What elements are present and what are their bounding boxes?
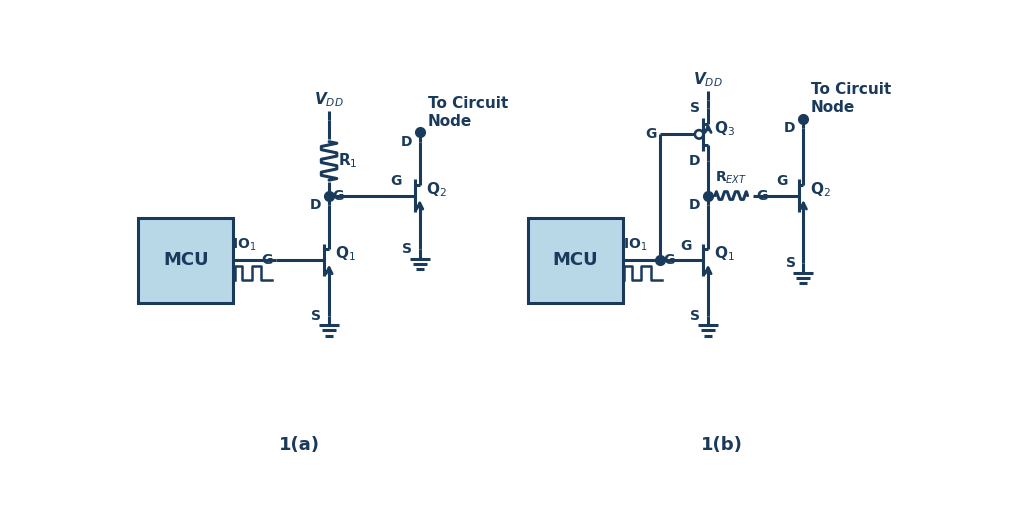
Text: S: S [690,101,700,115]
Text: MCU: MCU [553,251,598,269]
Text: S: S [402,242,412,257]
Text: To Circuit
Node: To Circuit Node [428,96,508,128]
Text: D: D [689,154,700,168]
Text: V$_{DD}$: V$_{DD}$ [693,70,723,89]
Text: Q$_{2}$: Q$_{2}$ [426,180,446,199]
Text: Q$_{3}$: Q$_{3}$ [714,119,735,137]
Text: Q$_{1}$: Q$_{1}$ [336,245,356,264]
Text: G: G [333,188,344,203]
Text: D: D [310,198,321,212]
Text: Q$_{2}$: Q$_{2}$ [810,180,831,199]
Text: D: D [689,198,700,212]
Text: G: G [681,238,692,252]
Text: MCU: MCU [163,251,209,269]
Text: G: G [776,174,787,188]
Text: S: S [690,309,700,322]
Text: S: S [786,256,795,270]
Text: IO$_1$: IO$_1$ [623,236,648,252]
Text: IO$_1$: IO$_1$ [231,236,256,252]
Text: 1(a): 1(a) [279,436,320,454]
Text: Q$_{1}$: Q$_{1}$ [714,245,735,264]
Text: To Circuit
Node: To Circuit Node [811,82,891,115]
Text: S: S [311,309,321,322]
Text: G: G [646,127,657,141]
Text: V$_{DD}$: V$_{DD}$ [314,90,344,109]
Text: G: G [663,253,675,267]
Text: 1(b): 1(b) [701,436,743,454]
Bar [138,218,233,302]
Text: R$_{EXT}$: R$_{EXT}$ [715,169,748,186]
Bar [528,218,623,302]
Text: G: G [756,188,768,203]
Text: D: D [401,135,412,149]
Text: R$_1$: R$_1$ [339,151,358,170]
Text: G: G [261,253,273,267]
Text: G: G [390,174,402,188]
Text: D: D [784,121,795,135]
